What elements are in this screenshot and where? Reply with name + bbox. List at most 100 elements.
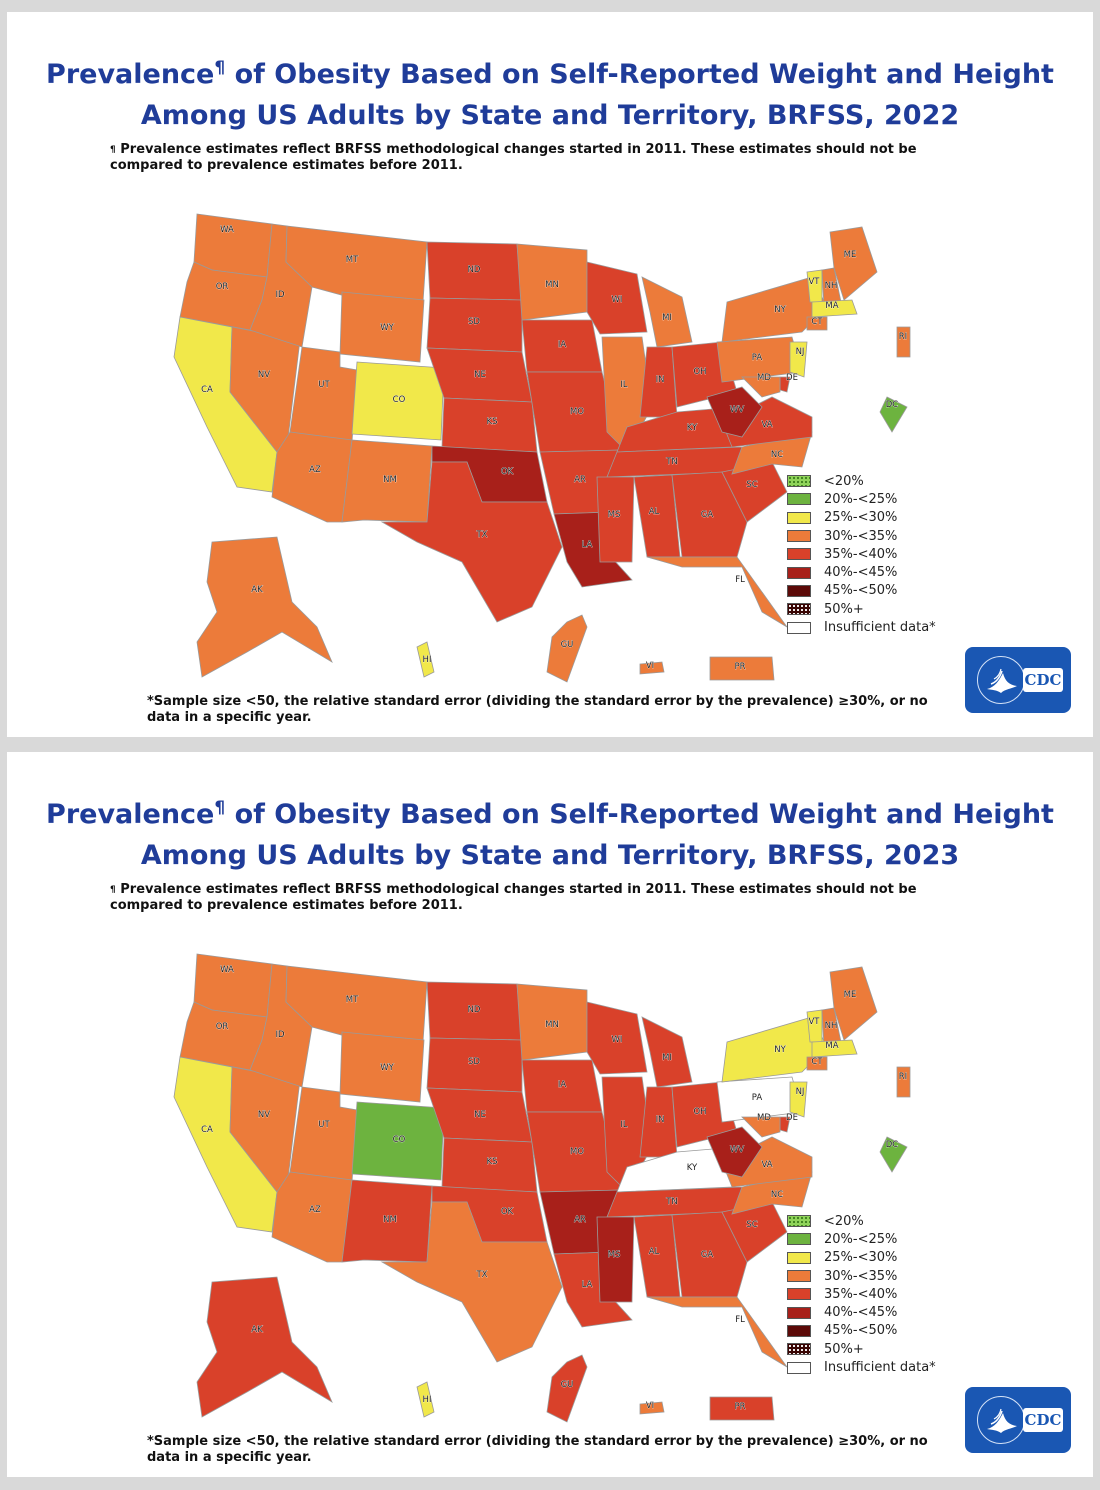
state-label-id: ID	[275, 290, 285, 300]
state-label-oh: OH	[693, 367, 706, 377]
state-label-nm: NM	[383, 475, 397, 485]
legend-swatch	[787, 584, 811, 597]
state-label-wv: WV	[730, 405, 744, 415]
legend-swatch	[787, 1251, 811, 1264]
state-label-ny: NY	[774, 1045, 786, 1055]
state-label-de: DE	[786, 373, 798, 383]
state-label-ma: MA	[825, 301, 838, 311]
state-mn: MN	[516, 243, 588, 321]
state-label-ia: IA	[558, 1080, 567, 1090]
state-label-hi: HI	[423, 655, 432, 665]
state-shape-co	[351, 361, 445, 441]
sample-size-note: *Sample size <50, the relative standard …	[147, 694, 928, 725]
footnote-text: Prevalence estimates reflect BRFSS metho…	[110, 882, 917, 913]
state-label-wa: WA	[220, 225, 234, 235]
state-nm: NM	[341, 439, 433, 523]
legend-label: 40%-<45%	[824, 565, 898, 581]
state-tx: TX	[380, 1201, 563, 1363]
state-label-oh: OH	[693, 1107, 706, 1117]
legend-item-30-35: 30%-<35%	[787, 1267, 936, 1285]
state-ms: MS	[596, 1216, 635, 1303]
state-pr: PR	[709, 1396, 775, 1421]
state-label-ri: RI	[899, 1072, 907, 1082]
state-shape-vi	[639, 661, 665, 675]
legend-label: 30%-<35%	[824, 528, 898, 544]
legend-label: Insufficient data*	[824, 620, 936, 636]
state-label-il: IL	[620, 380, 628, 390]
legend-swatch	[787, 603, 811, 616]
state-md: MD	[741, 373, 781, 398]
legend-item-50plus: 50%+	[787, 1340, 936, 1358]
legend-swatch	[787, 566, 811, 579]
state-gu: GU	[546, 614, 588, 683]
legend-label: <20%	[824, 1213, 864, 1229]
state-shape-ga	[671, 471, 748, 558]
us-state-map: WA OR CA NV ID MT WY UT CO AZ NM ND SD NE KS OK TX MN IA MO…	[173, 213, 911, 683]
state-label-sc: SC	[746, 1220, 757, 1230]
state-in: IN	[639, 1086, 678, 1158]
state-ne: NE	[426, 347, 533, 403]
state-wv: WV	[706, 1126, 763, 1178]
state-label-il: IL	[620, 1120, 628, 1130]
state-wy: WY	[339, 1031, 425, 1103]
state-label-la: LA	[582, 540, 593, 550]
state-wy: WY	[339, 291, 425, 363]
legend-swatch	[787, 1288, 811, 1301]
state-nm: NM	[341, 1179, 433, 1263]
state-shape-ut	[289, 1086, 358, 1183]
state-label-id: ID	[275, 1030, 285, 1040]
state-label-ri: RI	[899, 332, 907, 342]
state-label-ar: AR	[574, 1215, 586, 1225]
title-pilcrow-mark: ¶	[214, 58, 226, 78]
state-shape-tx	[380, 1201, 563, 1363]
state-label-nc: NC	[771, 450, 783, 460]
state-label-dc: DC	[886, 1140, 899, 1150]
state-label-ar: AR	[574, 475, 586, 485]
footnote-text: Prevalence estimates reflect BRFSS metho…	[110, 142, 917, 173]
legend-item-40-45: 40%-<45%	[787, 563, 936, 581]
legend-label: 35%-<40%	[824, 1286, 898, 1302]
legend-item-35-40: 35%-<40%	[787, 545, 936, 563]
state-shape-md	[741, 376, 781, 398]
legend-label: 30%-<35%	[824, 1268, 898, 1284]
state-shape-wy	[339, 1031, 425, 1103]
state-nj: NJ	[789, 1081, 808, 1118]
state-label-ct: CT	[811, 317, 823, 327]
state-shape-dc	[879, 1136, 908, 1173]
state-label-fl: FL	[735, 1315, 745, 1325]
state-hi: HI	[416, 1381, 435, 1418]
map-title: Prevalence¶ of Obesity Based on Self-Rep…	[7, 48, 1093, 136]
legend-label: 45%-<50%	[824, 583, 898, 599]
state-shape-ak	[196, 1276, 333, 1418]
legend-item-30-35: 30%-<35%	[787, 527, 936, 545]
state-label-md: MD	[757, 1113, 771, 1123]
state-de: DE	[779, 1113, 798, 1133]
state-shape-me	[829, 226, 878, 301]
cdc-wordmark: CDC	[1023, 668, 1063, 692]
state-ks: KS	[441, 397, 538, 453]
state-label-ca: CA	[201, 1125, 213, 1135]
legend-swatch	[787, 511, 811, 524]
state-label-tx: TX	[475, 530, 487, 540]
state-shape-wy	[339, 291, 425, 363]
legend-item-25-30: 25%-<30%	[787, 509, 936, 527]
state-label-nv: NV	[258, 1110, 270, 1120]
state-shape-fl	[646, 556, 788, 628]
legend-label: 50%+	[824, 601, 864, 617]
state-co: CO	[351, 361, 445, 441]
state-shape-ct	[806, 316, 828, 331]
state-label-ok: OK	[501, 1207, 514, 1217]
state-label-wi: WI	[612, 1035, 623, 1045]
state-shape-ma	[811, 1039, 858, 1058]
state-shape-nm	[341, 1179, 433, 1263]
state-az: AZ	[271, 431, 353, 523]
legend-label: 40%-<45%	[824, 1305, 898, 1321]
legend-item-25-30: 25%-<30%	[787, 1249, 936, 1267]
state-in: IN	[639, 346, 678, 418]
state-label-pa: PA	[752, 1093, 763, 1103]
state-label-mt: MT	[346, 995, 359, 1005]
state-shape-tx	[380, 461, 563, 623]
state-label-ca: CA	[201, 385, 213, 395]
state-gu: GU	[546, 1354, 588, 1423]
state-label-mo: MO	[570, 407, 584, 417]
